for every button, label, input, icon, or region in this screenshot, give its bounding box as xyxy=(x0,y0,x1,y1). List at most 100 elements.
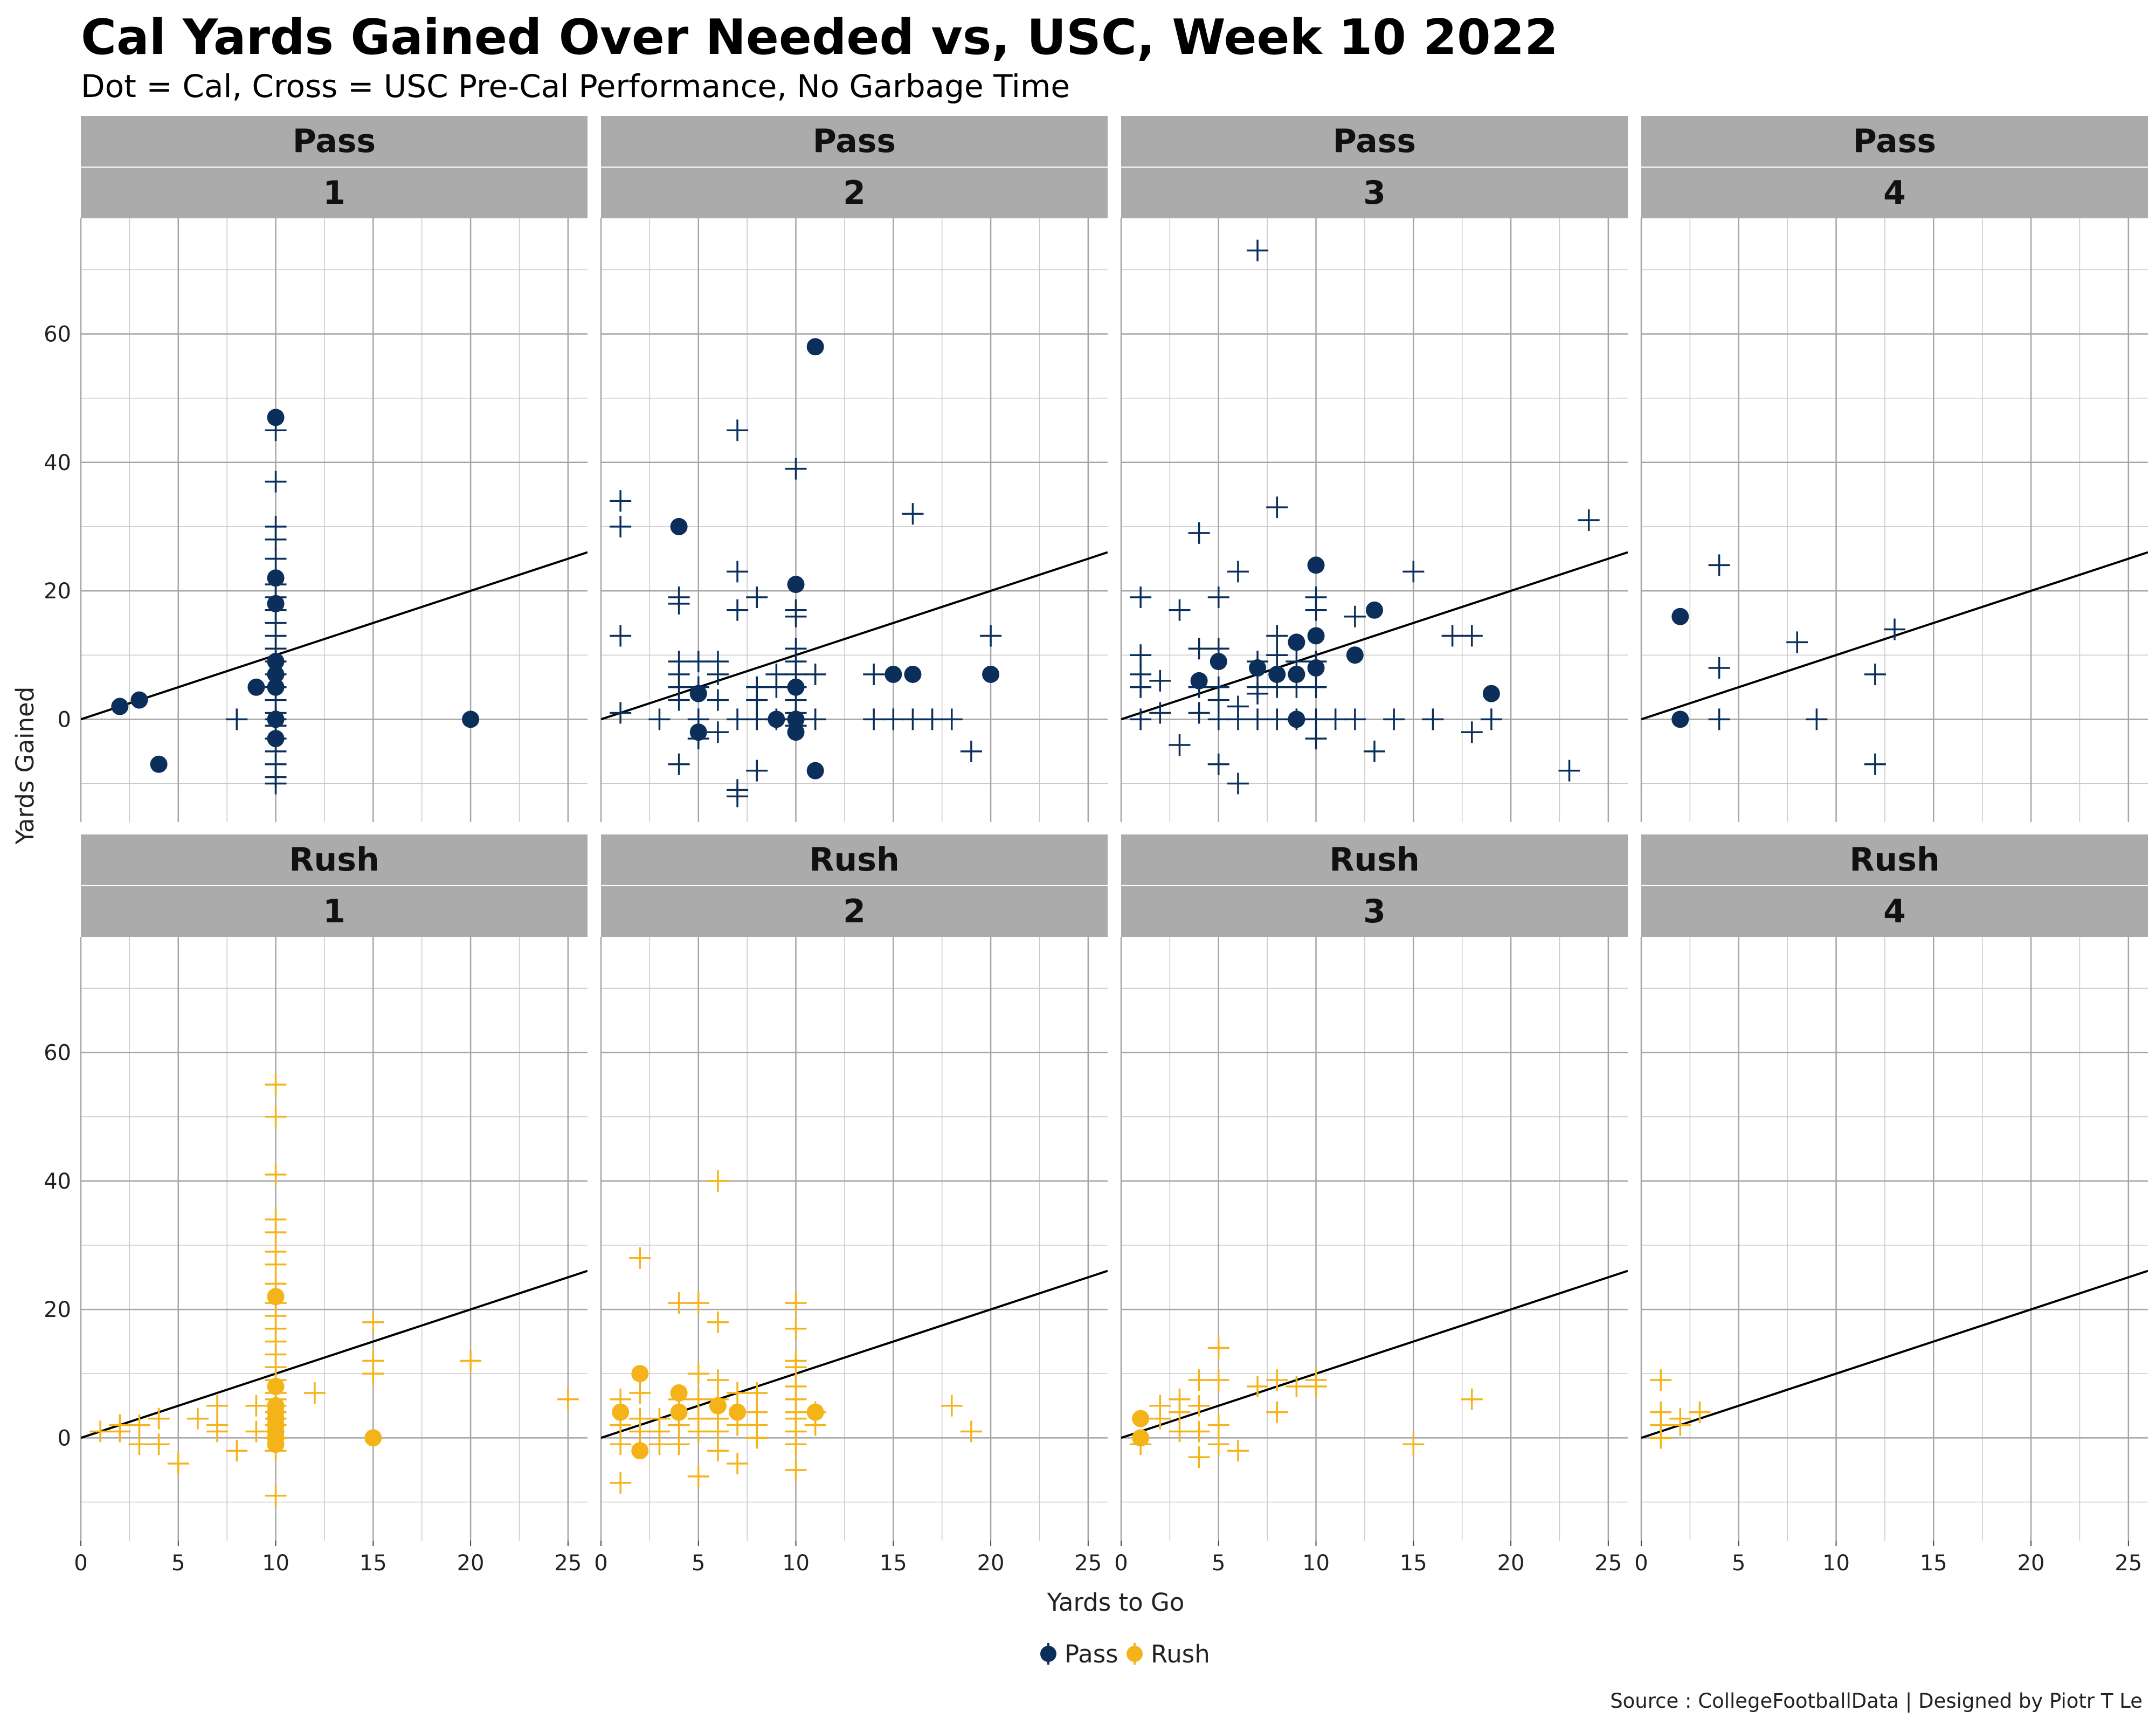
strip-play-type-label: Rush xyxy=(809,841,899,879)
x-tick-label: 5 xyxy=(1212,1551,1225,1576)
cal-point xyxy=(267,409,285,426)
usc-point xyxy=(1650,1369,1672,1391)
cal-point xyxy=(267,1436,285,1453)
strip-play-type-label: Rush xyxy=(1329,841,1419,879)
cal-point xyxy=(1190,672,1208,689)
x-tick-label: 20 xyxy=(1497,1551,1525,1576)
y-tick-label: 20 xyxy=(44,1298,71,1322)
usc-point xyxy=(1806,708,1828,730)
cal-point xyxy=(689,723,707,741)
usc-point xyxy=(727,785,749,808)
cal-point xyxy=(904,665,922,683)
usc-point xyxy=(265,1074,287,1096)
usc-point xyxy=(1864,753,1886,775)
chart-caption: Source : CollegeFootballData | Designed … xyxy=(1610,1689,2143,1713)
cal-point xyxy=(670,518,688,535)
x-tick-label: 10 xyxy=(1822,1551,1850,1576)
x-tick-label: 10 xyxy=(262,1551,289,1576)
x-tick-label: 15 xyxy=(880,1551,907,1576)
usc-point xyxy=(1402,1433,1425,1455)
usc-point xyxy=(1689,1401,1711,1423)
usc-point xyxy=(902,503,924,525)
usc-point xyxy=(707,1311,729,1333)
x-tick-label: 0 xyxy=(594,1551,607,1576)
usc-point xyxy=(1402,561,1425,583)
usc-point xyxy=(1650,1427,1672,1449)
usc-point xyxy=(265,528,287,550)
usc-point xyxy=(226,1440,248,1462)
strip-down-bg xyxy=(1121,886,1628,937)
usc-point xyxy=(1441,625,1463,647)
cal-point xyxy=(462,710,480,728)
strip-down-label: 4 xyxy=(1883,893,1906,930)
usc-point xyxy=(1864,663,1886,685)
strip-down-bg xyxy=(1121,168,1628,218)
usc-point xyxy=(687,1363,709,1385)
cal-point xyxy=(1307,627,1325,645)
usc-point xyxy=(148,1407,170,1430)
panel-pass-down-2: Pass 2 xyxy=(600,116,1108,822)
usc-point xyxy=(707,689,729,711)
usc-point xyxy=(785,1292,807,1314)
reference-line xyxy=(81,1269,588,1439)
strip-down-bg xyxy=(81,886,588,937)
usc-point xyxy=(265,772,287,795)
reference-line xyxy=(81,551,588,721)
x-tick-label: 10 xyxy=(782,1551,810,1576)
usc-point xyxy=(668,689,690,711)
strip-play-type-label: Rush xyxy=(1849,841,1939,879)
usc-point xyxy=(1461,625,1483,647)
usc-point xyxy=(89,1420,112,1443)
usc-point xyxy=(128,1414,150,1436)
usc-point xyxy=(746,760,768,782)
usc-point xyxy=(265,1163,287,1185)
strip-down-bg xyxy=(601,886,1108,937)
cal-point xyxy=(670,1384,688,1402)
usc-point xyxy=(167,1453,189,1475)
x-tick-label: 5 xyxy=(171,1551,185,1576)
usc-point xyxy=(1305,599,1327,621)
reference-line xyxy=(1641,1269,2148,1439)
cal-point xyxy=(267,730,285,748)
usc-point xyxy=(206,1420,229,1443)
x-tick-label: 25 xyxy=(2114,1551,2142,1576)
usc-point xyxy=(727,599,749,621)
usc-point xyxy=(941,1395,963,1417)
y-tick-label: 40 xyxy=(44,1169,71,1194)
usc-point xyxy=(648,1433,671,1455)
strip-down-label: 4 xyxy=(1883,174,1906,212)
usc-point xyxy=(727,1453,749,1475)
usc-point xyxy=(746,708,768,730)
usc-point xyxy=(687,1465,709,1487)
strip-play-type-bg xyxy=(1641,116,2148,167)
usc-point xyxy=(1188,1446,1210,1468)
strip-play-type-bg xyxy=(1121,834,1628,885)
legend-label: Pass xyxy=(1065,1640,1118,1668)
usc-point xyxy=(707,1420,729,1443)
cal-point xyxy=(111,698,129,715)
y-tick-label: 60 xyxy=(44,322,71,347)
cal-point xyxy=(267,595,285,612)
cal-point xyxy=(631,1365,649,1383)
reference-line xyxy=(1121,551,1628,721)
reference-line xyxy=(601,551,1108,721)
cal-point xyxy=(1366,601,1383,619)
chart-subtitle: Dot = Cal, Cross = USC Pre-Cal Performan… xyxy=(81,68,1070,105)
usc-point xyxy=(1669,1414,1691,1436)
y-tick-label: 0 xyxy=(58,707,71,732)
y-axis-title: Yards Gained xyxy=(11,687,39,845)
usc-point xyxy=(707,1170,729,1192)
usc-point xyxy=(186,1407,209,1430)
usc-point xyxy=(1188,638,1210,660)
x-tick-label: 10 xyxy=(1302,1551,1330,1576)
usc-point xyxy=(1305,676,1327,698)
usc-point xyxy=(687,1292,709,1314)
usc-point xyxy=(1207,753,1229,775)
usc-point xyxy=(863,663,885,685)
usc-point xyxy=(1461,1388,1483,1410)
cal-point xyxy=(267,710,285,728)
cal-point xyxy=(689,685,707,702)
x-tick-label: 25 xyxy=(554,1551,582,1576)
strip-down-label: 1 xyxy=(323,893,345,930)
